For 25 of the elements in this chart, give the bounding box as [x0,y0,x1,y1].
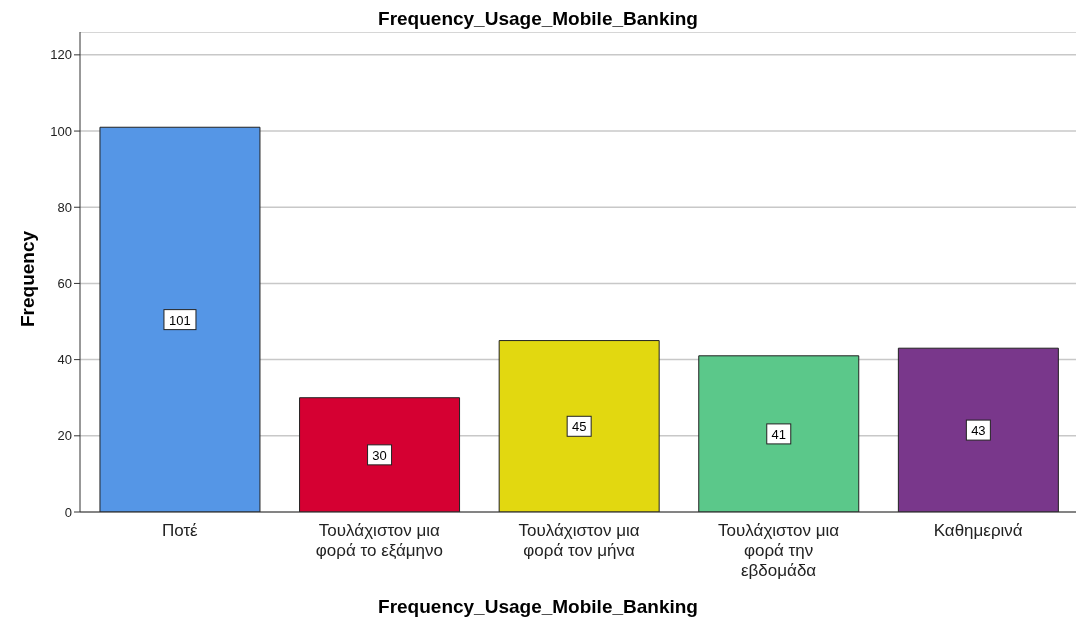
bar [698,355,860,512]
data-label: 30 [372,447,387,463]
bar [99,126,261,512]
bar [299,397,461,512]
x-tick-label: Ποτέ [161,521,199,540]
chart-title: Frequency_Usage_Mobile_Banking [377,8,699,30]
y-axis-title: Frequency [17,229,39,330]
y-tick-label: 80 [57,199,72,215]
y-tick-label: 0 [64,504,72,520]
bar [498,340,660,512]
y-tick-label: 40 [57,352,72,368]
x-tick-label: Καθημερινά [933,521,1023,540]
x-tick-label: Τουλάχιστον μια φορά το εξάμηνο [315,521,443,560]
y-tick-label: 60 [57,276,72,292]
y-tick-label: 100 [50,123,72,139]
data-label: 41 [771,426,786,442]
x-tick-label: Τουλάχιστον μια φορά την εβδομάδα [718,521,840,580]
data-label: 45 [571,419,587,435]
data-label: 101 [169,312,191,328]
y-tick-label: 20 [57,428,72,444]
x-axis-title: Frequency_Usage_Mobile_Banking [377,596,699,618]
y-tick-label: 120 [50,47,72,63]
bar [897,347,1059,512]
data-label: 43 [971,423,986,439]
x-tick-label: Τουλάχιστον μια φορά τον μήνα [518,521,640,560]
